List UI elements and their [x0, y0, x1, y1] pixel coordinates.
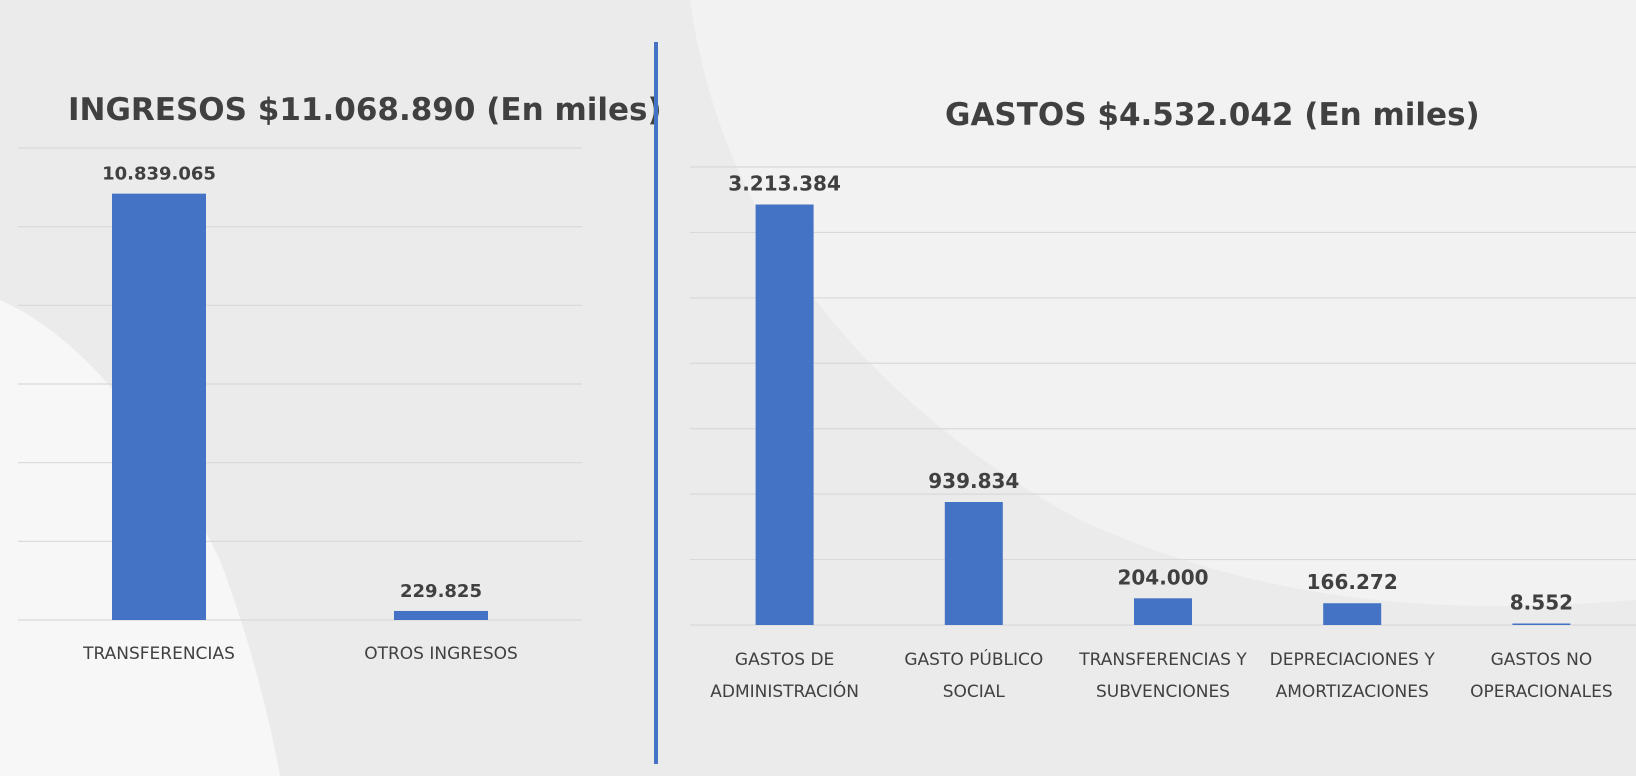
- data-label: 10.839.065: [102, 164, 216, 185]
- category-label: SOCIAL: [943, 682, 1006, 702]
- data-label: 939.834: [928, 469, 1019, 493]
- data-label: 166.272: [1307, 570, 1398, 594]
- category-label: DEPRECIACIONES Y: [1270, 650, 1436, 670]
- data-label: 3.213.384: [728, 172, 841, 196]
- category-label: OTROS INGRESOS: [364, 644, 518, 664]
- category-label: AMORTIZACIONES: [1276, 682, 1429, 702]
- data-label: 204.000: [1117, 565, 1208, 589]
- category-label: TRANSFERENCIAS: [82, 644, 235, 664]
- bar: [755, 204, 814, 626]
- data-label: 229.825: [400, 581, 482, 602]
- category-label: OPERACIONALES: [1470, 682, 1612, 702]
- bar: [394, 610, 488, 620]
- bar: [944, 502, 1003, 625]
- bar: [1323, 603, 1382, 625]
- data-label: 8.552: [1510, 591, 1573, 615]
- category-label: ADMINISTRACIÓN: [710, 680, 859, 702]
- bar: [1512, 623, 1571, 625]
- category-label: GASTOS NO: [1491, 650, 1593, 670]
- bar: [112, 193, 206, 620]
- bar: [1134, 598, 1192, 625]
- category-label: SUBVENCIONES: [1096, 682, 1230, 702]
- gastos-chart-title: GASTOS $4.532.042 (En miles): [945, 97, 1480, 133]
- ingresos-chart-title: INGRESOS $11.068.890 (En miles): [68, 92, 662, 128]
- ingresos-bar-chart: 10.839.065 TRANSFERENCIAS 229.825 OTROS ING…: [18, 147, 582, 664]
- chart-divider: [654, 42, 658, 764]
- category-label: TRANSFERENCIAS Y: [1078, 650, 1247, 670]
- category-label: GASTOS DE: [735, 650, 834, 670]
- category-label: GASTO PÚBLICO: [904, 648, 1043, 670]
